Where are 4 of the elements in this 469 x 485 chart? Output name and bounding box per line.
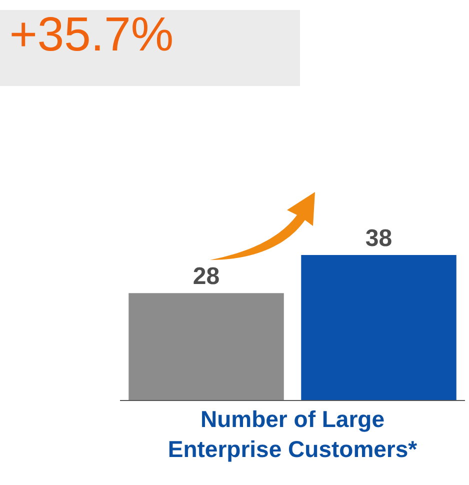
data-label: 28 (192, 263, 220, 290)
data-label: 38 (365, 225, 392, 252)
chart-title: +35.7% (9, 8, 174, 62)
x-axis-title: Number of Large Enterprise Customers* (168, 406, 418, 462)
